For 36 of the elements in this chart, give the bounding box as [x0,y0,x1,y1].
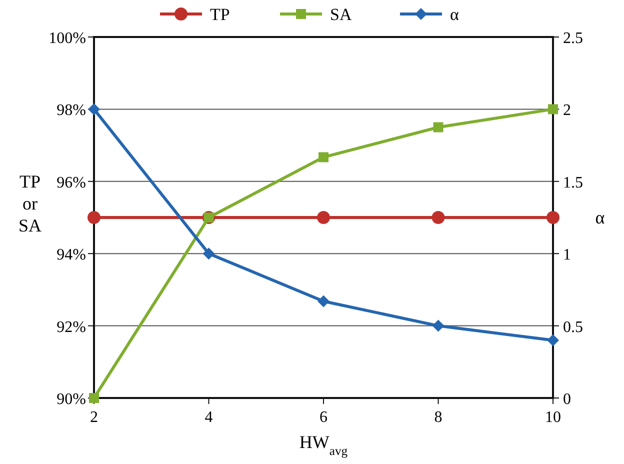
point [88,103,100,116]
y-tick-label: 90% [56,391,86,408]
x-tick-label: 8 [434,409,442,426]
point [89,393,99,403]
y-tick-label: 96% [56,174,86,192]
y-tick-label: 100% [48,30,86,47]
y2-tick-label: 0 [563,391,571,408]
point [317,211,330,224]
y2-tick-label: 2 [563,102,571,120]
point [546,211,560,224]
y-tick-label: 92% [56,318,86,336]
y-tick-label: 98% [56,102,86,120]
y-axis-title: TP or SA [18,172,42,236]
x-tick-label: 4 [204,409,213,426]
y2-axis-title: α [595,208,606,228]
point [547,334,559,346]
point [202,248,215,260]
x-axis-title: HW$_{avg}$ [299,432,348,458]
point [318,152,328,162]
y2-tick-label: 1.5 [563,174,583,192]
point [548,104,558,114]
y-tick-label: 94% [56,246,86,264]
legend-label: α [450,5,459,24]
point [432,320,444,332]
point [88,211,100,224]
legend-label: TP [210,5,230,24]
point [432,211,445,224]
x-tick-label: 2 [90,409,98,426]
y2-tick-label: 0.5 [563,318,583,336]
point [318,295,330,308]
y2-tick-label: 2.5 [563,30,583,47]
x-tick-label: 10 [545,409,561,426]
x-tick-label: 6 [320,409,328,426]
point [433,122,444,132]
y2-tick-label: 1 [563,246,571,264]
legend-label: SA [330,5,352,24]
